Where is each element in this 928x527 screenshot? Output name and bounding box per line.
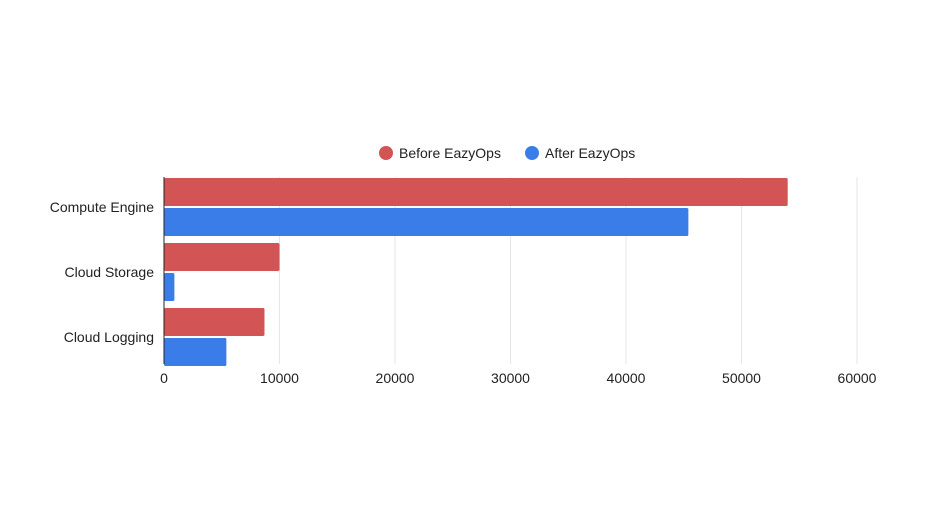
bar-after [164, 338, 227, 366]
bar-before [164, 178, 788, 206]
x-tick-label: 10000 [260, 370, 299, 386]
axes: 0 10000 20000 30000 40000 50000 60000 Compute E… [50, 177, 877, 386]
x-tick-label: 50000 [722, 370, 761, 386]
legend: Before EazyOps After EazyOps [379, 145, 635, 161]
x-tick-label: 30000 [491, 370, 530, 386]
x-tick-label: 40000 [607, 370, 646, 386]
x-tick-label: 20000 [376, 370, 415, 386]
bar-after [164, 273, 175, 301]
bar-before [164, 243, 280, 271]
legend-marker [379, 146, 393, 160]
bar-after [164, 208, 689, 236]
legend-label: After EazyOps [545, 145, 635, 161]
x-tick-label: 60000 [838, 370, 877, 386]
y-category-label: Compute Engine [50, 199, 155, 215]
y-category-label: Cloud Storage [64, 264, 154, 280]
bars [164, 178, 788, 366]
y-category-label: Cloud Logging [64, 329, 154, 345]
legend-marker [525, 146, 539, 160]
x-tick-label: 0 [160, 370, 168, 386]
bar-before [164, 308, 265, 336]
legend-label: Before EazyOps [399, 145, 501, 161]
